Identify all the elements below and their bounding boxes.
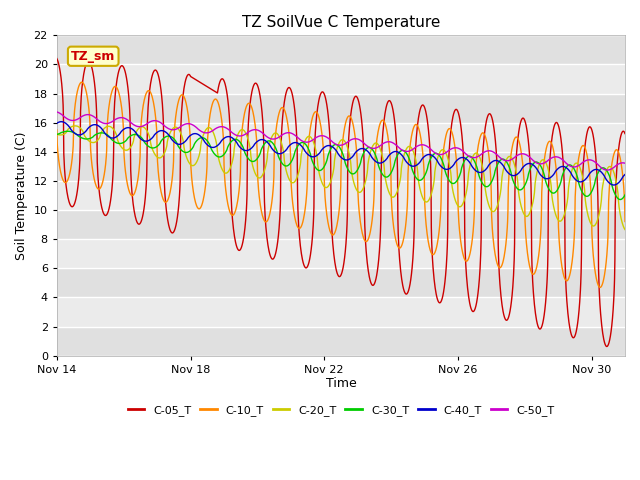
C-05_T (53, 56, 61, 61)
C-50_T (604, 167, 611, 173)
C-40_T (147, 136, 154, 142)
C-10_T (179, 93, 187, 98)
Line: C-05_T: C-05_T (57, 59, 625, 347)
C-20_T (72, 123, 79, 129)
Legend: C-05_T, C-10_T, C-20_T, C-30_T, C-40_T, C-50_T: C-05_T, C-10_T, C-20_T, C-30_T, C-40_T, … (123, 401, 559, 420)
C-05_T (147, 83, 154, 89)
C-20_T (358, 187, 366, 193)
Bar (57, 239, 625, 268)
C-30_T (616, 197, 624, 203)
C-10_T (621, 219, 629, 225)
C-20_T (147, 140, 154, 145)
Bar (57, 210, 625, 239)
Line: C-20_T: C-20_T (57, 126, 625, 229)
C-20_T (195, 152, 203, 158)
Y-axis label: Soil Temperature (C): Soil Temperature (C) (15, 131, 28, 260)
C-30_T (195, 136, 203, 142)
Bar (57, 181, 625, 210)
C-50_T (147, 119, 154, 125)
C-50_T (68, 118, 76, 123)
Bar (57, 152, 625, 181)
C-05_T (603, 344, 611, 349)
Bar (57, 326, 625, 356)
C-30_T (64, 128, 72, 134)
C-40_T (58, 119, 65, 124)
C-50_T (179, 122, 187, 128)
C-50_T (496, 155, 504, 160)
C-05_T (68, 204, 76, 210)
C-50_T (358, 139, 366, 144)
Line: C-30_T: C-30_T (57, 131, 625, 200)
C-40_T (53, 120, 61, 126)
C-10_T (68, 152, 76, 158)
C-30_T (69, 129, 77, 135)
Line: C-50_T: C-50_T (57, 112, 625, 170)
Bar (57, 298, 625, 326)
C-40_T (610, 182, 618, 188)
C-20_T (179, 139, 187, 144)
Title: TZ SoilVue C Temperature: TZ SoilVue C Temperature (242, 15, 440, 30)
Text: TZ_sm: TZ_sm (71, 50, 115, 63)
C-40_T (497, 159, 504, 165)
C-10_T (78, 79, 86, 85)
C-30_T (497, 157, 504, 163)
C-20_T (497, 191, 504, 197)
C-10_T (147, 90, 154, 96)
C-30_T (621, 192, 629, 198)
Bar (57, 36, 625, 64)
C-05_T (179, 93, 187, 99)
C-40_T (179, 140, 187, 146)
C-20_T (621, 227, 629, 232)
C-40_T (621, 172, 629, 178)
Bar (57, 123, 625, 152)
C-10_T (53, 127, 61, 133)
X-axis label: Time: Time (326, 377, 356, 390)
C-40_T (358, 145, 366, 151)
C-20_T (53, 132, 61, 137)
Bar (57, 94, 625, 123)
C-10_T (195, 206, 203, 212)
C-30_T (147, 144, 154, 150)
C-30_T (179, 149, 187, 155)
C-50_T (621, 160, 629, 166)
C-05_T (358, 121, 366, 127)
C-50_T (53, 109, 61, 115)
C-05_T (496, 281, 504, 287)
C-30_T (358, 153, 366, 159)
C-05_T (195, 79, 203, 84)
Bar (57, 268, 625, 298)
C-20_T (68, 123, 76, 129)
Line: C-40_T: C-40_T (57, 121, 625, 185)
Line: C-10_T: C-10_T (57, 82, 625, 288)
C-40_T (195, 132, 203, 138)
C-50_T (195, 127, 203, 132)
C-10_T (497, 265, 504, 271)
C-10_T (358, 230, 366, 236)
C-10_T (596, 285, 604, 290)
C-05_T (621, 131, 629, 136)
C-30_T (53, 132, 61, 137)
C-40_T (69, 129, 77, 134)
Bar (57, 64, 625, 94)
